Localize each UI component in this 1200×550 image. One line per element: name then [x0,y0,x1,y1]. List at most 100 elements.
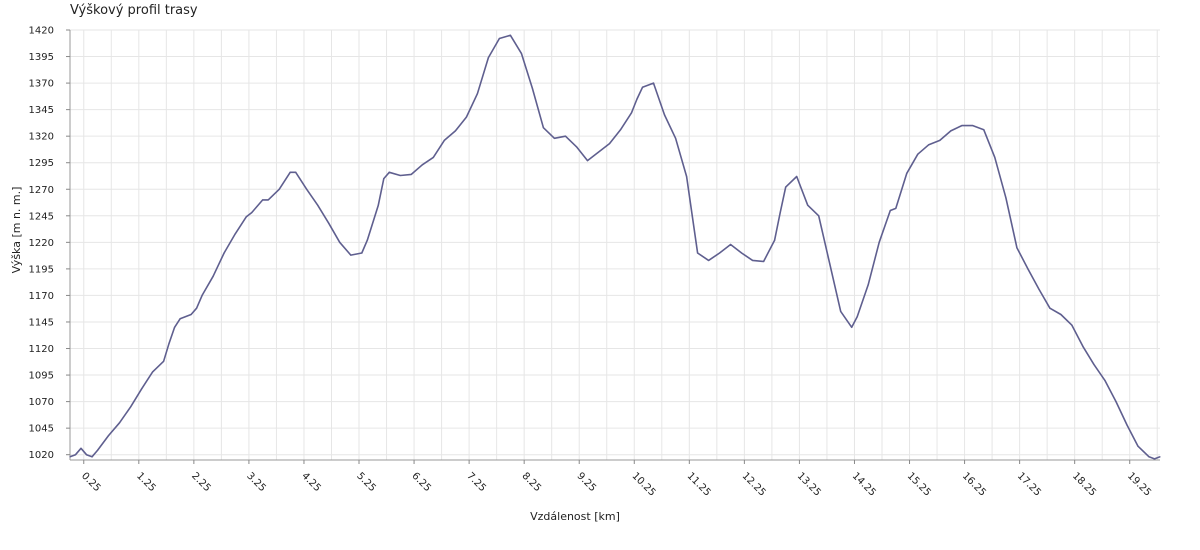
y-tick-label: 1195 [29,264,54,275]
x-tick-label: 19.25 [1125,471,1153,499]
x-tick-label: 17.25 [1015,471,1043,499]
data-point [443,139,445,142]
y-tick-label: 1220 [29,238,54,249]
axes [69,30,1160,461]
data-point [179,318,181,320]
data-point [878,241,880,243]
x-tick-label: 16.25 [960,471,988,499]
data-point [339,241,341,243]
data-point [223,252,225,254]
data-point [730,243,732,246]
data-point [328,222,330,224]
data-point [410,173,412,175]
data-point [608,143,611,145]
data-point [190,313,192,316]
y-tick-label: 1170 [29,291,54,302]
data-point [906,172,908,174]
y-axis-label: Výška [m n. m.] [10,187,23,274]
data-point [234,233,236,235]
x-tick-label: 15.25 [905,471,933,499]
y-tick-label: 1320 [29,132,54,143]
data-point [388,171,390,173]
data-point [619,129,622,131]
data-point [763,260,765,263]
data-point [421,164,423,166]
data-point [685,175,688,178]
data-point [69,456,71,458]
data-point [1159,456,1161,458]
x-tick-label: 1.25 [134,471,158,495]
data-point [383,178,385,180]
data-point [994,156,996,159]
data-point [741,252,743,254]
x-tick-label: 7.25 [464,471,488,495]
y-tick-label: 1145 [29,317,54,328]
y-tick-label: 1270 [29,185,54,196]
y-tick-label: 1070 [29,397,54,408]
data-point [465,116,467,118]
data-point [201,294,203,297]
data-point [696,252,699,254]
data-point [895,207,897,209]
data-point [212,275,214,277]
x-tick-label: 4.25 [299,471,323,495]
data-point [641,86,644,88]
data-point [487,57,489,59]
data-point [752,259,754,261]
y-tick-label: 1045 [29,424,54,435]
data-point [267,199,269,201]
data-point [107,434,110,437]
data-point [366,239,368,241]
data-point [829,262,831,265]
data-point [785,186,787,188]
x-tick-label: 10.25 [630,471,658,499]
data-point [1027,268,1029,270]
data-point [950,130,952,132]
data-point [1093,363,1095,366]
x-tick-label: 9.25 [575,471,599,495]
data-point [796,175,798,178]
x-tick-label: 14.25 [850,471,878,499]
data-point [636,98,638,100]
data-point [129,406,132,408]
data-point [196,307,198,309]
data-point [1137,445,1139,447]
data-point [151,371,154,373]
x-tick-label: 5.25 [354,471,378,495]
data-point [1071,324,1073,326]
data-point [162,360,165,362]
data-point [774,239,776,241]
data-point [118,422,121,424]
data-point [168,342,170,344]
data-point [707,259,710,261]
x-tick-label: 8.25 [519,471,543,495]
data-point [597,151,600,153]
data-point [1005,197,1007,199]
data-point [74,454,77,456]
y-tick-label: 1095 [29,371,54,382]
chart-title: Výškový profil trasy [70,3,198,18]
data-point [630,112,633,114]
data-point [262,199,264,201]
data-point [1038,288,1040,290]
data-point [928,144,930,146]
data-point [251,212,253,214]
x-tick-label: 13.25 [795,471,823,499]
data-point [586,159,589,162]
data-point [1016,247,1018,249]
data-point [96,449,99,452]
data-point [350,254,352,256]
data-point [91,456,93,458]
y-ticks: 1020 1045 1070 1095 1120 1145 1170 1195 1220 1245… [29,26,70,461]
y-tick-label: 1395 [29,52,54,63]
data-point [377,204,379,206]
data-point [564,135,567,137]
y-tick-label: 1120 [29,344,54,355]
data-point [889,209,891,212]
data-point [867,284,869,286]
data-point [542,127,545,129]
y-tick-label: 1345 [29,105,54,116]
data-point [140,388,143,390]
x-tick-label: 3.25 [244,471,268,495]
data-point [432,156,434,159]
